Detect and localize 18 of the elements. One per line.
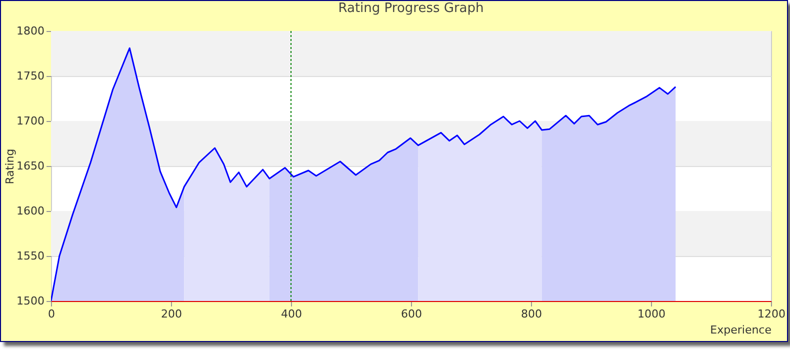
y-tick-label: 1500 — [16, 294, 44, 308]
y-tick-label: 1750 — [16, 70, 44, 82]
x-tick-label: 1000 — [638, 308, 666, 320]
y-axis-title: Rating — [4, 148, 16, 184]
x-tick-label: 600 — [401, 308, 422, 320]
y-tick-label: 1650 — [16, 160, 44, 172]
x-tick-label: 800 — [521, 308, 542, 320]
x-tick-label: 1200 — [758, 308, 786, 320]
y-tick-label: 1550 — [16, 250, 44, 262]
y-tick-label: 1600 — [16, 204, 44, 218]
line-series — [51, 47, 676, 301]
x-tick-label: 400 — [281, 308, 302, 320]
x-tick-label: 0 — [48, 308, 55, 320]
x-tick-label: 200 — [161, 308, 182, 320]
y-tick-label: 1800 — [16, 24, 44, 38]
y-tick-label: 1700 — [16, 114, 44, 128]
chart-title: Rating Progress Graph — [338, 1, 484, 16]
x-axis-title: Experience — [710, 324, 772, 336]
